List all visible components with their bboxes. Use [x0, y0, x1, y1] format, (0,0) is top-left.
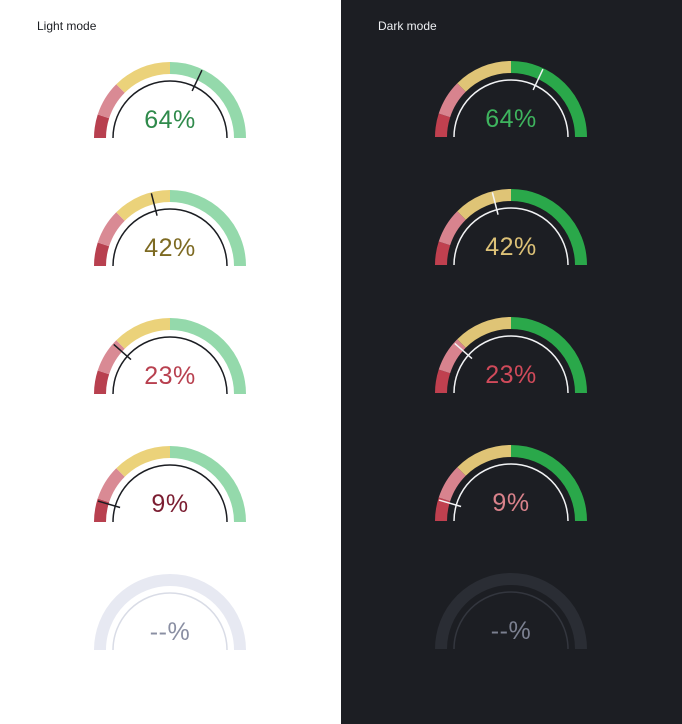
gauge-needle [438, 499, 462, 508]
gauge-segment [510, 317, 587, 394]
panel-title: Light mode [37, 19, 97, 33]
gauge-segment [438, 83, 466, 118]
gauge-arc [435, 317, 587, 394]
gauge-arc [94, 574, 246, 651]
gauge-needle [113, 343, 132, 361]
gauge: --% [433, 571, 589, 655]
gauge-needle [491, 192, 499, 215]
gauge-segment [435, 497, 451, 522]
gauge-inner-arc [453, 79, 569, 138]
light-mode-panel: Light mode 64% 42% 23% 9% --% [37, 19, 248, 656]
gauge-segment [438, 211, 466, 246]
gauge: 64% [92, 60, 248, 144]
gauge-value: 64% [144, 106, 196, 134]
gauge-value: 9% [151, 490, 189, 518]
gauge-arc [94, 446, 246, 523]
gauge-segment [457, 189, 512, 220]
gauge-value: 23% [144, 362, 196, 390]
gauge-value: 42% [144, 234, 196, 262]
gauge-segment [169, 62, 246, 139]
gauge-inner-arc [453, 207, 569, 266]
gauge-segment [116, 446, 171, 477]
gauge-segment [97, 468, 125, 503]
gauge-inner-arc [112, 80, 228, 139]
gauge-segment [169, 190, 246, 267]
gauge-needle [191, 69, 203, 92]
gauge-segment [94, 114, 110, 139]
gauge-arc [94, 318, 246, 395]
dark-mode-panel: Dark mode 64% 42% 23% 9% --% [341, 0, 682, 724]
gauge-arc [435, 573, 587, 650]
gauge-segment [94, 498, 110, 523]
gauge-value: 42% [485, 233, 537, 261]
gauge-segment [116, 190, 171, 221]
gauge-needle [532, 68, 544, 91]
gauge-inner-arc [112, 208, 228, 267]
gauge-arc [94, 190, 246, 267]
gauge-segment [435, 113, 451, 138]
gauge-value: --% [490, 617, 532, 645]
gauge-value: 23% [485, 361, 537, 389]
gauge: 23% [433, 315, 589, 399]
gauge-segment [438, 467, 466, 502]
gauge: 23% [92, 316, 248, 400]
gauge-segment [94, 370, 110, 395]
gauge: 9% [433, 443, 589, 527]
gauge-segment [457, 317, 512, 348]
gauge-inner-arc [453, 335, 569, 394]
gauge-segment [435, 369, 451, 394]
gauge-value: --% [149, 618, 191, 646]
gauge-segment [510, 445, 587, 522]
gauge-track [435, 573, 587, 650]
gauge-segment [510, 61, 587, 138]
gauge-arc [435, 445, 587, 522]
gauge-track [94, 574, 246, 651]
gauge-needle [454, 342, 473, 360]
gauge-segment [438, 339, 466, 374]
gauge-segment [169, 446, 246, 523]
gauge-segment [435, 241, 451, 266]
gauge-value: 64% [485, 105, 537, 133]
gauge-inner-arc [112, 336, 228, 395]
gauge-inner-arc [453, 463, 569, 522]
gauge-segment [97, 212, 125, 247]
gauge: --% [92, 572, 248, 656]
gauge-segment [169, 318, 246, 395]
gauge: 42% [433, 187, 589, 271]
gauge: 64% [433, 59, 589, 143]
panel-title: Dark mode [378, 19, 437, 33]
gauge-segment [510, 189, 587, 266]
gauge-segment [97, 340, 125, 375]
gauge-needle [97, 500, 121, 509]
gauge-arc [435, 189, 587, 266]
gauge-inner-arc [112, 592, 228, 651]
gauge-segment [457, 61, 512, 92]
gauge-value: 9% [492, 489, 530, 517]
gauge-segment [457, 445, 512, 476]
gauge: 9% [92, 444, 248, 528]
gauge-inner-arc [453, 591, 569, 650]
gauge-segment [116, 318, 171, 349]
gauge-needle [150, 193, 158, 216]
gauge-inner-arc [112, 464, 228, 523]
gauge-segment [94, 242, 110, 267]
gauge-arc [435, 61, 587, 138]
gauge-arc [94, 62, 246, 139]
gauge: 42% [92, 188, 248, 272]
gauge-segment [116, 62, 171, 93]
gauge-segment [97, 84, 125, 119]
